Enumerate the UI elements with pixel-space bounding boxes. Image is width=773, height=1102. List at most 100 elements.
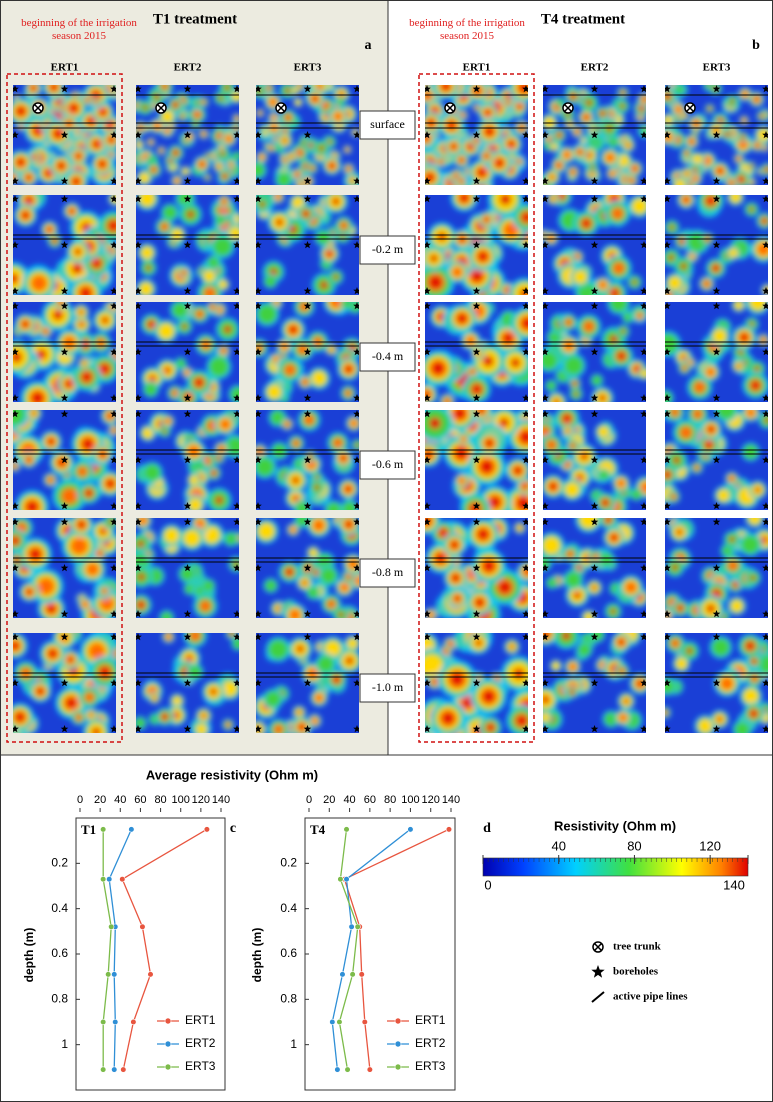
blob [31,410,37,416]
borehole [522,456,528,464]
blob [139,282,153,295]
blob [543,350,559,371]
blob [314,484,320,490]
borehole [522,725,528,733]
borehole [110,564,116,572]
borehole [472,131,481,139]
blob [439,159,443,164]
borehole [60,394,69,402]
highlight-box [6,73,123,743]
borehole [590,633,599,641]
borehole [183,241,192,249]
blob [503,222,519,238]
borehole [353,131,359,139]
borehole [522,131,528,139]
borehole [640,287,646,295]
borehole [60,85,69,93]
blob [631,489,642,500]
blob [43,328,48,334]
borehole [425,85,431,93]
blob [437,313,445,321]
resistivity-map [13,633,116,733]
blob [48,477,53,483]
blob [483,690,495,703]
blob [69,104,78,113]
borehole [303,564,312,572]
blob [674,105,683,114]
borehole [60,302,69,310]
blob [142,105,148,111]
blob [302,379,308,385]
blob [605,152,615,163]
blob [442,712,454,724]
borehole [425,241,431,249]
blob [185,654,193,662]
blob [339,582,349,592]
blob [556,162,562,168]
borehole [136,195,142,203]
blob [61,106,64,110]
blob [350,178,355,183]
blob [692,154,703,165]
note: beginning of the irrigation season 2015 [409,17,525,42]
blob [338,612,344,618]
blob [267,639,289,660]
borehole [110,394,116,402]
blob [16,106,26,116]
blob [85,98,89,103]
blob [13,536,19,545]
blob [462,697,473,708]
borehole [136,725,142,733]
borehole [590,410,599,418]
borehole [256,410,262,418]
blob [203,286,216,295]
borehole [13,564,19,572]
blob [184,583,196,595]
borehole [425,518,431,526]
blob [324,640,341,657]
blob [609,170,616,177]
blob [222,199,227,204]
blob [203,526,220,544]
resistivity-map [136,85,239,185]
borehole [543,518,549,526]
borehole [425,131,431,139]
blob [349,419,358,428]
blob [345,656,354,665]
borehole [136,610,142,618]
borehole [590,177,599,185]
borehole [303,348,312,356]
blob [269,146,273,150]
blob [326,250,333,257]
map-blobs [543,633,646,731]
borehole [522,394,528,402]
resistivity-map [13,85,116,185]
blob [599,552,614,567]
blob [572,381,577,386]
blob [598,469,610,481]
blob [333,274,339,280]
blob [704,281,710,287]
blob [475,106,479,110]
resistivity-map [256,633,359,733]
map-blobs [13,410,116,510]
blob [432,679,438,685]
borehole [60,131,69,139]
borehole [110,502,116,510]
borehole [353,85,359,93]
blob [77,520,86,529]
borehole [472,502,481,510]
blob [308,454,313,459]
blob [738,176,745,183]
blob [223,325,232,334]
blob [478,410,485,414]
blob [201,713,207,719]
borehole [665,177,671,185]
borehole [303,195,312,203]
borehole [712,241,721,249]
blob [668,254,675,261]
resistivity-map [665,85,768,185]
blob [172,696,183,706]
blob [765,167,768,172]
blob [192,110,202,119]
